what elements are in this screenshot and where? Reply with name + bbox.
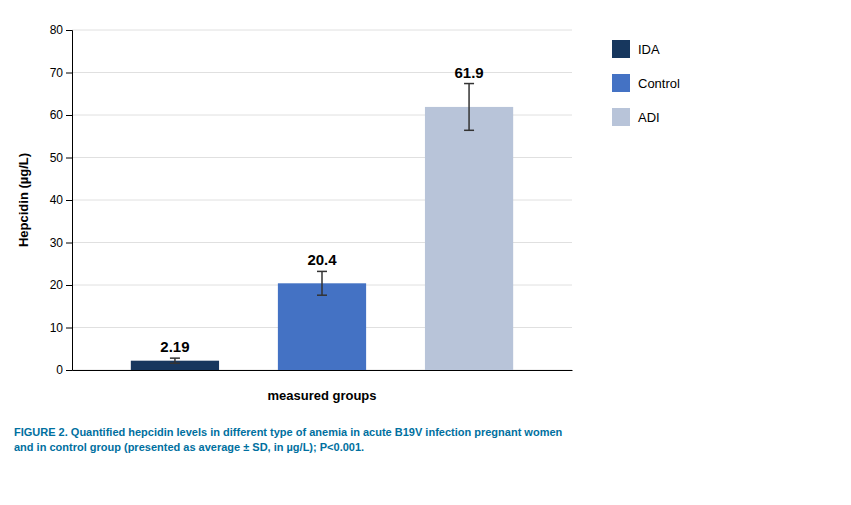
grid (72, 30, 572, 370)
error-bar (464, 84, 474, 131)
error-bar (170, 358, 180, 363)
error-bar (317, 271, 327, 295)
y-tick: 0 (56, 363, 72, 377)
error-bar-cap (317, 271, 327, 273)
legend-item: Control (612, 74, 680, 92)
y-tick-label: 10 (50, 321, 64, 335)
x-axis-line (73, 370, 573, 371)
y-tick: 70 (50, 66, 72, 80)
y-tick-mark (66, 30, 72, 31)
y-tick: 40 (50, 193, 72, 207)
y-tick-label: 30 (50, 236, 64, 250)
y-axis: 0 10 20 30 40 50 60 70 80 (50, 23, 73, 377)
data-label: 61.9 (454, 64, 483, 81)
y-axis-line (66, 31, 73, 371)
y-tick-mark (66, 200, 72, 201)
data-label: 2.19 (160, 338, 189, 355)
y-tick: 60 (50, 108, 72, 122)
y-tick-mark (66, 370, 72, 371)
y-tick-mark (66, 243, 72, 244)
error-bar-cap (317, 294, 327, 296)
y-tick: 30 (50, 236, 72, 250)
grid-line (72, 30, 572, 31)
y-tick: 50 (50, 151, 72, 165)
y-tick-label: 0 (56, 363, 63, 377)
bar (278, 283, 366, 370)
legend-swatch (612, 40, 630, 58)
bar (425, 107, 513, 370)
legend-swatch (612, 108, 630, 126)
chart: 0 10 20 30 40 50 60 70 80 2.19 20.4 61.9 measured gr… (0, 0, 851, 505)
y-axis-title: Hepcidin (µg/L) (16, 153, 31, 247)
y-tick: 80 (50, 23, 72, 37)
y-tick-mark (66, 115, 72, 116)
x-axis-title: measured groups (267, 388, 376, 403)
data-label: 20.4 (307, 251, 337, 268)
legend-label: IDA (638, 42, 660, 57)
y-tick: 10 (50, 321, 72, 335)
legend-item: IDA (612, 40, 660, 58)
legend-label: Control (638, 76, 680, 91)
y-tick: 20 (50, 278, 72, 292)
y-tick-mark (66, 158, 72, 159)
error-bar-stem (321, 271, 323, 295)
error-bar-cap (170, 362, 180, 364)
y-tick-mark (66, 73, 72, 74)
legend: IDA Control ADI (612, 40, 680, 126)
error-bar-cap (170, 357, 180, 359)
bars (131, 84, 513, 370)
legend-swatch (612, 74, 630, 92)
grid-line (72, 72, 572, 73)
data-labels: 2.19 20.4 61.9 (160, 64, 483, 356)
error-bar-cap (464, 83, 474, 85)
error-bar-stem (468, 84, 470, 131)
y-tick-mark (66, 328, 72, 329)
y-tick-label: 50 (50, 151, 64, 165)
x-axis (73, 370, 573, 371)
legend-item: ADI (612, 108, 660, 126)
y-tick-label: 20 (50, 278, 64, 292)
y-tick-label: 70 (50, 66, 64, 80)
plot: 0 10 20 30 40 50 60 70 80 2.19 20.4 61.9 measured gr… (16, 23, 573, 403)
legend-label: ADI (638, 110, 660, 125)
y-tick-label: 60 (50, 108, 64, 122)
error-bar-stem (174, 358, 176, 363)
y-tick-mark (66, 285, 72, 286)
error-bar-cap (464, 130, 474, 132)
caption: FIGURE 2. Quantified hepcidin levels in … (14, 426, 563, 453)
y-tick-label: 80 (50, 23, 64, 37)
y-tick-label: 40 (50, 193, 64, 207)
